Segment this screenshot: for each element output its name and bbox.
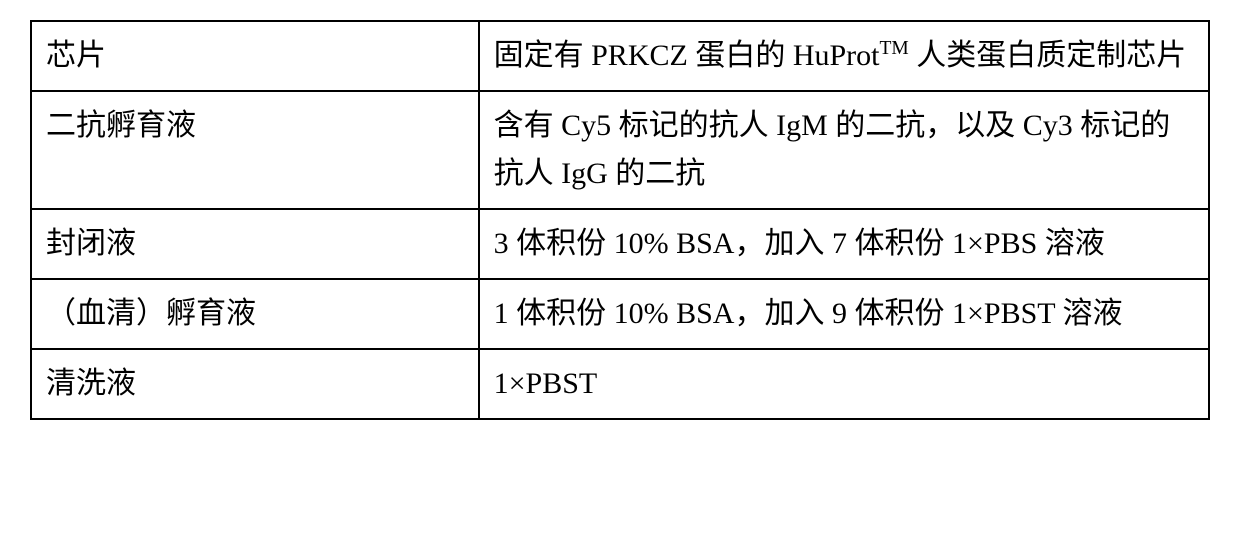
cell-label: 二抗孵育液: [31, 91, 479, 209]
cell-value: 固定有 PRKCZ 蛋白的 HuProtTM 人类蛋白质定制芯片: [479, 21, 1209, 91]
table-row: 二抗孵育液 含有 Cy5 标记的抗人 IgM 的二抗，以及 Cy3 标记的抗人 …: [31, 91, 1209, 209]
cell-value: 1×PBST: [479, 349, 1209, 419]
cell-value: 含有 Cy5 标记的抗人 IgM 的二抗，以及 Cy3 标记的抗人 IgG 的二…: [479, 91, 1209, 209]
table-row: 清洗液 1×PBST: [31, 349, 1209, 419]
cell-value: 1 体积份 10% BSA，加入 9 体积份 1×PBST 溶液: [479, 279, 1209, 349]
cell-label: 封闭液: [31, 209, 479, 279]
table-row: 封闭液 3 体积份 10% BSA，加入 7 体积份 1×PBS 溶液: [31, 209, 1209, 279]
cell-label: 清洗液: [31, 349, 479, 419]
cell-label: （血清）孵育液: [31, 279, 479, 349]
table-row: （血清）孵育液 1 体积份 10% BSA，加入 9 体积份 1×PBST 溶液: [31, 279, 1209, 349]
table-row: 芯片 固定有 PRKCZ 蛋白的 HuProtTM 人类蛋白质定制芯片: [31, 21, 1209, 91]
page: { "table":{ "columns":{"left_width":"38%…: [0, 0, 1240, 540]
cell-value: 3 体积份 10% BSA，加入 7 体积份 1×PBS 溶液: [479, 209, 1209, 279]
cell-label: 芯片: [31, 21, 479, 91]
reagent-table: 芯片 固定有 PRKCZ 蛋白的 HuProtTM 人类蛋白质定制芯片 二抗孵育…: [30, 20, 1210, 420]
